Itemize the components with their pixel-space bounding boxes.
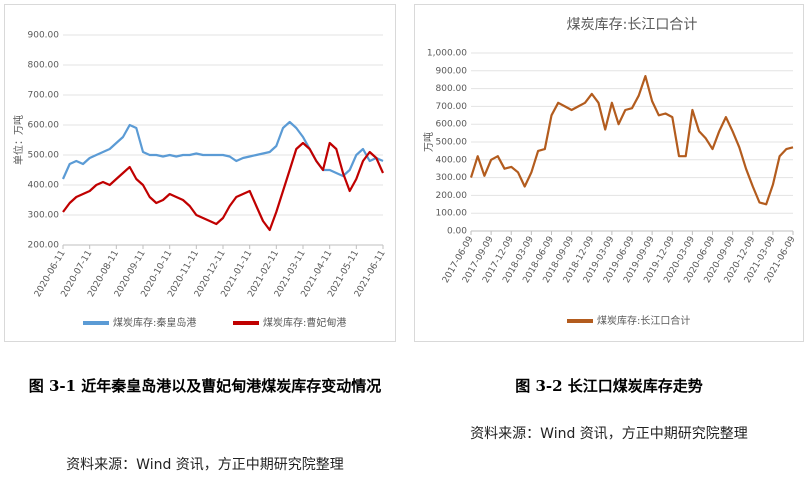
y-tick-label: 0.00 [447, 227, 467, 237]
y-tick-label: 100.00 [436, 209, 468, 219]
series-line [62, 141, 385, 232]
y-tick-label: 400.00 [28, 181, 60, 191]
caption-source: 资料来源：Wind 资讯，方正中期研究院整理 [66, 457, 344, 473]
y-tick-label: 400.00 [436, 155, 468, 165]
y-tick-label: 300.00 [436, 173, 468, 183]
y-tick-label: 800.00 [28, 61, 60, 71]
y-tick-label: 500.00 [28, 151, 60, 161]
caption-source: 资料来源：Wind 资讯，方正中期研究院整理 [470, 426, 748, 442]
y-tick-label: 900.00 [436, 66, 468, 76]
chart-frame: 煤炭库存:长江口合计 万吨 0.00 100.00 200.00 300.00 400.00… [414, 4, 804, 342]
legend-label: 煤炭库存:秦皇岛港 [113, 316, 196, 329]
caption-title: 图 3-2 长江口煤炭库存走势 [515, 377, 703, 395]
y-tick-label: 200.00 [436, 191, 468, 201]
chart: 单位：万吨 200.00 300.00 400.00 500.00 600.00 700.0… [12, 31, 388, 330]
y-tick-label: 500.00 [436, 138, 468, 148]
chart-title: 煤炭库存:长江口合计 [567, 17, 698, 33]
legend-label: 煤炭库存:曹妃甸港 [263, 316, 346, 329]
y-tick-label: 1,000.00 [427, 49, 467, 59]
y-tick-label: 700.00 [28, 91, 60, 101]
y-tick-label: 800.00 [436, 84, 468, 94]
y-tick-label: 200.00 [28, 241, 60, 251]
y-tick-label: 600.00 [28, 121, 60, 131]
caption-title: 图 3-1 近年秦皇岛港以及曹妃甸港煤炭库存变动情况 [28, 377, 382, 395]
series-line [469, 75, 794, 206]
y-axis-label: 万吨 [422, 132, 435, 152]
y-tick-label: 700.00 [436, 102, 468, 112]
y-tick-label: 600.00 [436, 120, 468, 130]
y-tick-label: 300.00 [28, 211, 60, 221]
y-axis-label: 单位：万吨 [12, 115, 25, 165]
chart-frame: 单位：万吨 200.00 300.00 400.00 500.00 600.00 700.0… [4, 4, 396, 342]
series-line [61, 120, 384, 180]
chart: 煤炭库存:长江口合计万吨0.00100.00200.00300.00400.00… [422, 17, 798, 327]
y-tick-label: 900.00 [28, 31, 60, 41]
legend-label: 煤炭库存:长江口合计 [597, 314, 690, 327]
